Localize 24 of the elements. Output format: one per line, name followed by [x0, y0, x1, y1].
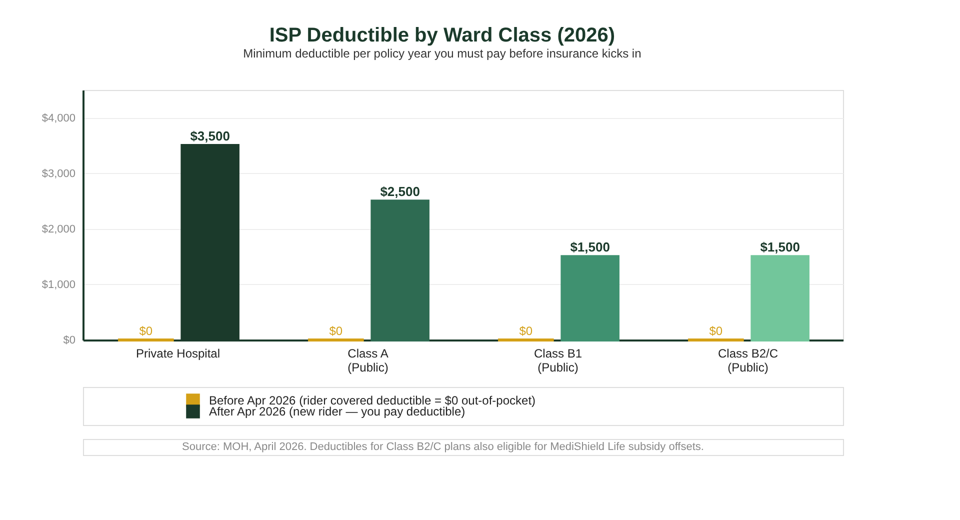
data-label: $2,500 [380, 184, 420, 200]
data-label: $1,500 [760, 240, 800, 255]
x-tick-label: Class A (Public) [348, 346, 388, 374]
source-note: Source: MOH, April 2026. Deductibles for Class B2/C plans also eligible for MediShield Life subsidy offsets. [182, 441, 704, 453]
x-tick-label: Private Hospital [136, 346, 220, 360]
bar [370, 200, 430, 342]
data-label: $0 [519, 324, 533, 338]
y-tick-label: $2,000 [42, 223, 76, 236]
data-label: $0 [329, 324, 343, 338]
y-tick-label: $3,000 [42, 168, 76, 180]
x-tick-label: Class B2/C (Public) [718, 346, 778, 374]
data-label: $0 [139, 324, 153, 338]
data-label: $3,500 [190, 128, 230, 144]
x-tick-label: Class B1 (Public) [534, 346, 582, 374]
data-label: $0 [709, 324, 723, 338]
bar [560, 255, 620, 342]
y-tick-label: $0 [63, 334, 76, 346]
chart-title: ISP Deductible by Ward Class (2026) [269, 24, 616, 46]
data-label: $1,500 [570, 240, 610, 255]
bar [750, 255, 810, 342]
y-tick-label: $1,000 [42, 278, 76, 291]
legend-label: Before Apr 2026 (rider covered deductible = $0 out-of-pocket) [209, 394, 536, 408]
chart-subtitle: Minimum deductible per policy year you must pay before insurance kicks in [243, 46, 642, 60]
y-tick-label: $4,000 [42, 112, 76, 124]
